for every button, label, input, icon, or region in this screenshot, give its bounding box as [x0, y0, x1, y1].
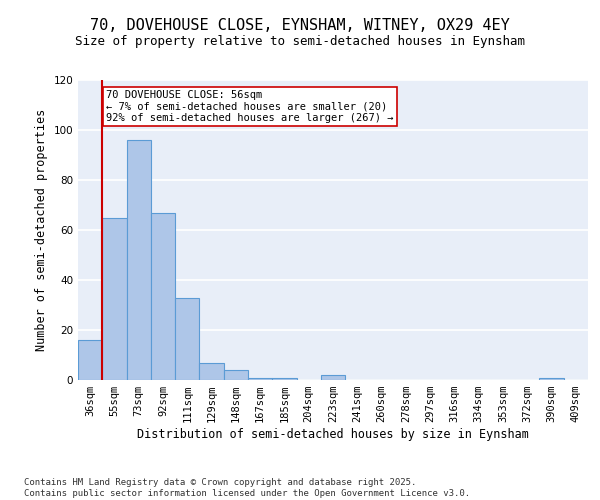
Bar [539, 378, 564, 380]
Y-axis label: Number of semi-detached properties: Number of semi-detached properties [35, 109, 48, 351]
Bar [248, 378, 272, 380]
Bar [127, 140, 151, 380]
Bar [78, 340, 102, 380]
X-axis label: Distribution of semi-detached houses by size in Eynsham: Distribution of semi-detached houses by … [137, 428, 529, 441]
Text: 70 DOVEHOUSE CLOSE: 56sqm
← 7% of semi-detached houses are smaller (20)
92% of s: 70 DOVEHOUSE CLOSE: 56sqm ← 7% of semi-d… [106, 90, 394, 123]
Bar [199, 362, 224, 380]
Text: 70, DOVEHOUSE CLOSE, EYNSHAM, WITNEY, OX29 4EY: 70, DOVEHOUSE CLOSE, EYNSHAM, WITNEY, OX… [90, 18, 510, 32]
Text: Size of property relative to semi-detached houses in Eynsham: Size of property relative to semi-detach… [75, 35, 525, 48]
Bar [321, 375, 345, 380]
Bar [102, 218, 127, 380]
Bar [175, 298, 199, 380]
Bar [151, 212, 175, 380]
Bar [272, 378, 296, 380]
Bar [224, 370, 248, 380]
Text: Contains HM Land Registry data © Crown copyright and database right 2025.
Contai: Contains HM Land Registry data © Crown c… [24, 478, 470, 498]
